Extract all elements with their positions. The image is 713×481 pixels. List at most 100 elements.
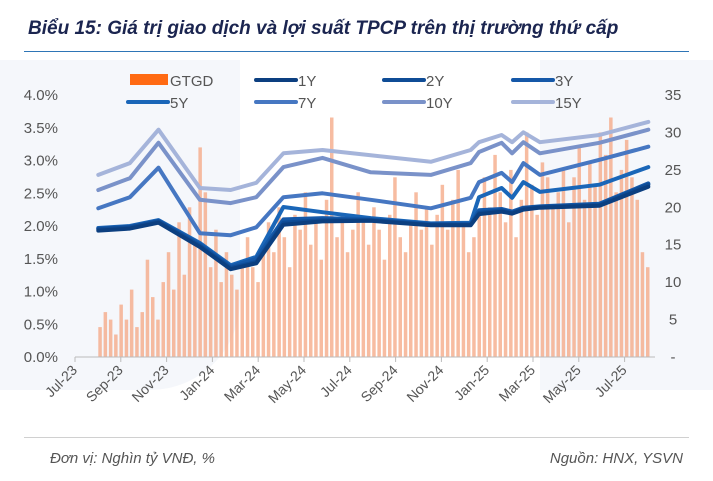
gtgd-bar (235, 289, 239, 357)
gtgd-bar (245, 237, 250, 357)
gtgd-bar (493, 154, 497, 357)
unit-note: Đơn vị: Nghìn tỷ VNĐ, % (50, 450, 215, 467)
gtgd-bar (624, 139, 629, 357)
right-tick-label: - (671, 349, 676, 366)
gtgd-bar (519, 199, 524, 357)
source-note: Nguồn: HNX, YSVN (549, 450, 683, 467)
gtgd-bar (609, 117, 613, 357)
gtgd-bar (535, 214, 539, 357)
gtgd-bar (530, 184, 534, 357)
gtgd-bar (635, 199, 639, 357)
line-7y (96, 144, 651, 238)
gtgd-bar (466, 252, 471, 357)
right-tick-label: 35 (665, 87, 682, 104)
gtgd-bar (556, 192, 560, 357)
gtgd-bar (377, 229, 381, 357)
gtgd-bar (166, 252, 171, 357)
legend-label: 7Y (298, 95, 316, 112)
left-tick-label: 3.5% (24, 120, 58, 137)
gtgd-bar (477, 214, 481, 357)
gtgd-bar (382, 259, 387, 357)
gtgd-bar (445, 229, 450, 357)
x-tick-label: Jul-24 (317, 362, 355, 400)
gtgd-bar (156, 319, 160, 357)
gtgd-bar (403, 252, 408, 357)
gtgd-bar (488, 207, 492, 357)
gtgd-bar (598, 132, 603, 357)
legend-label: 3Y (555, 73, 573, 90)
legend-label: 1Y (298, 73, 316, 90)
gtgd-bar (108, 319, 113, 357)
gtgd-bar (414, 192, 418, 357)
gtgd-bar (472, 237, 476, 357)
right-tick-label: 5 (669, 312, 677, 329)
gtgd-bar (366, 244, 371, 357)
gtgd-bar (177, 222, 181, 357)
x-tick-label: Sep-23 (83, 362, 126, 405)
gtgd-bar (151, 297, 155, 357)
gtgd-bar (503, 222, 508, 357)
gtgd-bar (119, 304, 123, 357)
gtgd-bar (482, 177, 487, 357)
gtgd-bar (540, 162, 545, 357)
x-tick-label: Jan-25 (451, 362, 493, 404)
gtgd-bar (393, 177, 397, 357)
gtgd-bar (135, 327, 139, 357)
x-tick-label: May-25 (540, 362, 584, 406)
left-tick-label: 4.0% (24, 87, 58, 104)
right-tick-label: 25 (665, 162, 682, 179)
gtgd-bar (372, 207, 376, 357)
gtgd-bar (514, 237, 518, 357)
gtgd-bar (214, 229, 218, 357)
gtgd-bar (282, 237, 287, 357)
legend-label: 15Y (555, 95, 582, 112)
gtgd-bar (240, 259, 244, 357)
gtgd-bar (114, 334, 118, 357)
gtgd-bar (261, 244, 266, 357)
x-tick-label: May-24 (265, 362, 309, 406)
gtgd-bar (424, 207, 429, 357)
gtgd-bar (582, 199, 587, 357)
gtgd-bar (256, 282, 260, 357)
gtgd-bar (319, 259, 323, 357)
gtgd-bar (593, 184, 597, 357)
gtgd-bar (419, 229, 424, 357)
gtgd-bar (551, 207, 555, 357)
gtgd-bar (219, 282, 223, 357)
gtgd-bar (456, 169, 460, 357)
chart-title: Biểu 15: Giá trị giao dịch và lợi suất T… (28, 18, 619, 39)
left-tick-label: 3.0% (24, 153, 58, 170)
left-tick-label: 1.5% (24, 251, 58, 268)
gtgd-bar (129, 289, 134, 357)
gtgd-bar (461, 222, 466, 357)
title-divider (24, 51, 689, 52)
gtgd-bar (646, 267, 650, 357)
gtgd-bar (224, 252, 229, 357)
legend-label: 5Y (170, 95, 188, 112)
gtgd-bar (272, 252, 276, 357)
gtgd-bar (545, 177, 550, 357)
left-tick-label: 2.5% (24, 185, 58, 202)
gtgd-bar (208, 267, 213, 357)
x-tick-label: Jul-23 (42, 362, 80, 400)
x-tick-label: Mar-25 (495, 362, 538, 405)
gtgd-bar (98, 327, 102, 357)
gtgd-bar (603, 154, 608, 357)
x-tick-label: Sep-24 (357, 362, 400, 405)
x-tick-label: Jul-25 (591, 362, 629, 400)
x-tick-label: Nov-23 (128, 362, 171, 405)
gtgd-bar (324, 199, 329, 357)
right-tick-label: 20 (665, 199, 682, 216)
gtgd-bar (314, 222, 318, 357)
left-tick-label: 1.0% (24, 284, 58, 301)
gtgd-bar (361, 222, 366, 357)
gtgd-bar (145, 259, 150, 357)
gtgd-bar (124, 319, 129, 357)
gtgd-bar (509, 169, 513, 357)
gtgd-bar (356, 192, 360, 357)
gtgd-bar (430, 244, 434, 357)
gtgd-bar (345, 252, 350, 357)
x-tick-label: Jan-24 (176, 362, 218, 404)
right-tick-label: 30 (665, 124, 682, 141)
